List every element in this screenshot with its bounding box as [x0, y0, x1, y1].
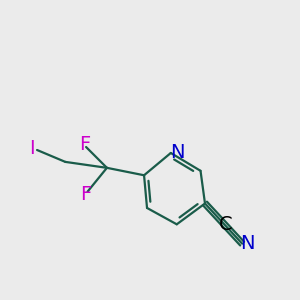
Text: C: C: [219, 215, 232, 234]
Text: I: I: [29, 139, 34, 158]
Text: F: F: [79, 135, 90, 154]
Text: F: F: [80, 185, 92, 204]
Text: N: N: [240, 234, 254, 253]
Text: N: N: [170, 143, 184, 163]
